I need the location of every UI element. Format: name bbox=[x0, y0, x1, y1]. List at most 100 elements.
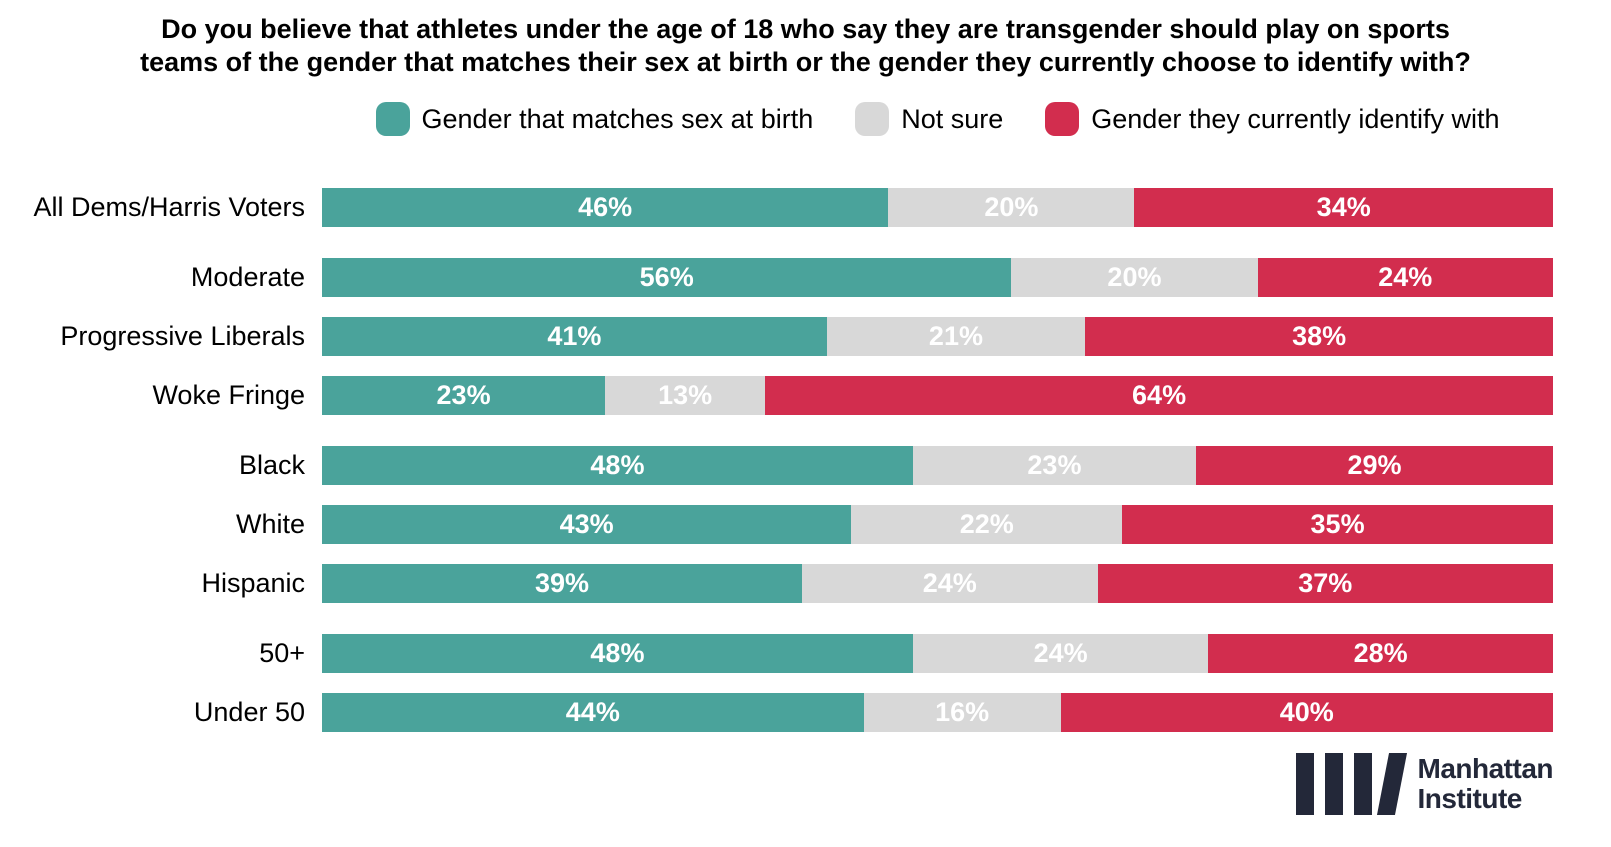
chart-row: Progressive Liberals 41% 21% 38% bbox=[0, 317, 1553, 356]
segment-value: 48% bbox=[590, 638, 645, 668]
bar-segment: 38% bbox=[1085, 317, 1553, 356]
stacked-bar: 56% 20% 24% bbox=[322, 258, 1553, 297]
segment-value: 64% bbox=[1132, 380, 1187, 410]
logo-bar-icon bbox=[1295, 753, 1314, 815]
legend-item-identify-with: Gender they currently identify with bbox=[1045, 102, 1499, 136]
stacked-bar: 41% 21% 38% bbox=[322, 317, 1553, 356]
bar-segment: 35% bbox=[1122, 505, 1553, 544]
category-label: Under 50 bbox=[193, 697, 305, 727]
category-label: Moderate bbox=[190, 262, 305, 292]
bar-segment: 13% bbox=[605, 376, 766, 415]
bar-segment: 29% bbox=[1196, 446, 1553, 485]
chart-row: Hispanic 39% 24% 37% bbox=[0, 564, 1553, 603]
legend-item-sex-at-birth: Gender that matches sex at birth bbox=[375, 102, 814, 136]
segment-value: 46% bbox=[578, 192, 633, 222]
bar-segment: 20% bbox=[888, 188, 1135, 227]
category-label: 50+ bbox=[259, 638, 305, 668]
chart-row: White 43% 22% 35% bbox=[0, 505, 1553, 544]
stacked-bar: 46% 20% 34% bbox=[322, 188, 1553, 227]
segment-value: 40% bbox=[1279, 697, 1334, 727]
stacked-bar: 44% 16% 40% bbox=[322, 693, 1553, 732]
legend-swatch-red bbox=[1045, 102, 1080, 136]
title-line-1: Do you believe that athletes under the a… bbox=[161, 14, 1450, 44]
segment-value: 35% bbox=[1310, 509, 1365, 539]
chart-rows: All Dems/Harris Voters 46% 20% 34% Moderate 5… bbox=[0, 188, 1553, 732]
chart-row: Under 50 44% 16% 40% bbox=[0, 693, 1553, 732]
category-label: All Dems/Harris Voters bbox=[33, 192, 305, 222]
logo-bar-icon bbox=[1324, 753, 1343, 815]
legend-label: Not sure bbox=[901, 103, 1004, 134]
segment-value: 22% bbox=[959, 509, 1014, 539]
chart-row: All Dems/Harris Voters 46% 20% 34% bbox=[0, 188, 1553, 227]
stacked-bar: 48% 23% 29% bbox=[322, 446, 1553, 485]
bar-segment: 23% bbox=[322, 376, 606, 415]
stacked-bar: 39% 24% 37% bbox=[322, 564, 1553, 603]
bar-segment: 24% bbox=[1257, 258, 1553, 297]
logo-text: Manhattan Institute bbox=[1418, 754, 1554, 814]
stacked-bar-chart: All Dems/Harris Voters 46% 20% 34% Moderate 5… bbox=[0, 188, 1553, 732]
chart-legend: Gender that matches sex at birth Not sur… bbox=[322, 99, 1553, 139]
segment-value: 24% bbox=[1378, 262, 1433, 292]
segment-value: 44% bbox=[565, 697, 620, 727]
legend-label: Gender they currently identify with bbox=[1091, 103, 1500, 134]
chart-row: 50+ 48% 24% 28% bbox=[0, 634, 1553, 673]
segment-value: 38% bbox=[1292, 321, 1347, 351]
bar-segment: 48% bbox=[322, 634, 913, 673]
category-label: Hispanic bbox=[201, 568, 305, 598]
manhattan-institute-logo: Manhattan Institute bbox=[1295, 753, 1554, 815]
bar-segment: 64% bbox=[765, 376, 1553, 415]
segment-value: 21% bbox=[928, 321, 983, 351]
category-label: White bbox=[235, 509, 305, 539]
bar-segment: 43% bbox=[322, 505, 852, 544]
stacked-bar: 48% 24% 28% bbox=[322, 634, 1553, 673]
chart-row: Moderate 56% 20% 24% bbox=[0, 258, 1553, 297]
bar-segment: 20% bbox=[1011, 258, 1258, 297]
logo-text-line-2: Institute bbox=[1417, 783, 1523, 814]
bar-segment: 48% bbox=[322, 446, 913, 485]
stacked-bar: 43% 22% 35% bbox=[322, 505, 1553, 544]
legend-swatch-teal bbox=[375, 102, 410, 136]
segment-value: 41% bbox=[547, 321, 602, 351]
logo-text-line-1: Manhattan bbox=[1417, 753, 1554, 784]
segment-value: 28% bbox=[1353, 638, 1408, 668]
bar-segment: 46% bbox=[322, 188, 889, 227]
bar-segment: 24% bbox=[802, 564, 1098, 603]
segment-value: 23% bbox=[436, 380, 491, 410]
bar-segment: 28% bbox=[1208, 634, 1553, 673]
bar-segment: 37% bbox=[1097, 564, 1553, 603]
segment-value: 29% bbox=[1347, 450, 1402, 480]
segment-value: 37% bbox=[1298, 568, 1353, 598]
segment-value: 20% bbox=[984, 192, 1039, 222]
bar-segment: 44% bbox=[322, 693, 864, 732]
segment-value: 16% bbox=[935, 697, 990, 727]
chart-row: Black 48% 23% 29% bbox=[0, 446, 1553, 485]
logo-mark-icon bbox=[1295, 753, 1407, 815]
segment-value: 43% bbox=[559, 509, 614, 539]
bar-segment: 22% bbox=[851, 505, 1123, 544]
bar-segment: 40% bbox=[1060, 693, 1553, 732]
logo-bar-icon bbox=[1353, 753, 1372, 815]
bar-segment: 56% bbox=[322, 258, 1012, 297]
segment-value: 20% bbox=[1107, 262, 1162, 292]
bar-segment: 41% bbox=[322, 317, 827, 356]
page-title: Do you believe that athletes under the a… bbox=[0, 13, 1611, 79]
chart-row: Woke Fringe 23% 13% 64% bbox=[0, 376, 1553, 415]
segment-value: 48% bbox=[590, 450, 645, 480]
category-label: Progressive Liberals bbox=[60, 321, 305, 351]
legend-label: Gender that matches sex at birth bbox=[421, 103, 814, 134]
legend-swatch-gray bbox=[855, 102, 890, 136]
logo-slash-icon bbox=[1376, 753, 1407, 815]
segment-value: 24% bbox=[922, 568, 977, 598]
stacked-bar: 23% 13% 64% bbox=[322, 376, 1553, 415]
bar-segment: 34% bbox=[1134, 188, 1553, 227]
bar-segment: 24% bbox=[912, 634, 1209, 673]
title-line-2: teams of the gender that matches their s… bbox=[140, 47, 1471, 77]
legend-item-not-sure: Not sure bbox=[855, 102, 1003, 136]
segment-value: 34% bbox=[1316, 192, 1371, 222]
segment-value: 23% bbox=[1027, 450, 1082, 480]
bar-segment: 23% bbox=[912, 446, 1196, 485]
category-label: Black bbox=[238, 450, 305, 480]
segment-value: 24% bbox=[1033, 638, 1088, 668]
bar-segment: 21% bbox=[826, 317, 1086, 356]
